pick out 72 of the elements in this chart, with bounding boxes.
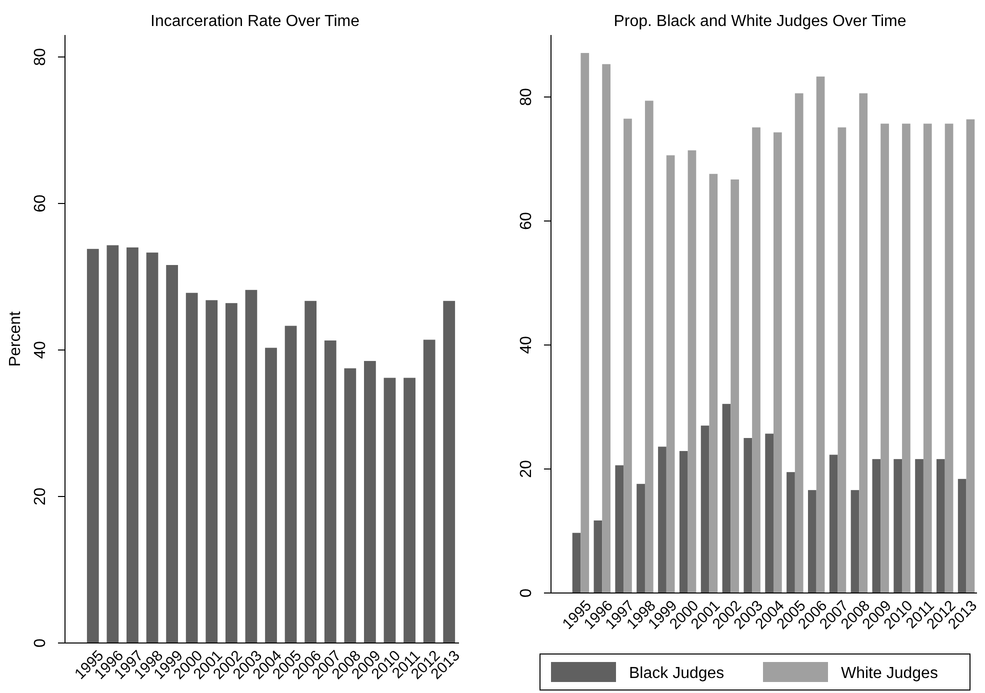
bar [580,52,590,593]
y-tick-label: 80 [518,88,535,106]
bar [206,300,218,643]
bar [966,119,975,593]
bar [838,127,846,593]
bar [594,520,602,593]
bar [324,340,336,643]
bar [923,124,932,593]
bar [86,248,99,643]
bar [146,252,158,643]
y-tick-label: 40 [32,340,49,359]
bar [245,290,258,643]
bar [752,127,760,593]
bar [688,150,696,593]
bar [126,247,138,643]
bar [859,93,868,593]
y-axis-title: Percent [7,310,24,367]
bar [786,472,795,593]
bar [658,446,666,593]
bar [880,124,889,593]
bar [765,434,774,593]
bar [808,490,816,593]
bar [774,132,782,593]
legend-label: Black Judges [629,665,724,682]
y-tick-label: 20 [32,487,49,506]
bar [744,438,752,593]
bar [730,179,740,593]
bar [384,378,396,643]
bar [666,155,675,593]
y-tick-label: 60 [32,194,49,212]
bar [304,300,317,643]
bar [615,465,624,593]
bar [186,292,198,643]
bar [572,532,581,593]
bar [166,265,178,643]
bar [344,368,356,643]
bar [850,490,860,593]
bar [602,64,610,593]
bar [364,360,376,643]
bar [624,118,632,593]
bar [423,340,436,643]
chart-title: Prop. Black and White Judges Over Time [614,13,906,30]
bar [902,124,910,593]
bar [915,459,924,593]
bar [872,459,881,593]
bar [443,300,456,643]
bar [404,378,416,643]
y-tick-label: 80 [32,48,49,66]
y-tick-label: 0 [518,588,535,598]
bar [936,459,945,593]
y-tick-label: 60 [518,212,535,230]
bar [958,478,966,593]
y-tick-label: 0 [32,638,49,648]
bar [636,484,645,593]
bar [722,404,731,593]
bar [265,348,277,643]
bar [225,303,238,643]
bar [794,93,804,593]
bar [284,326,297,643]
bar [816,76,825,593]
bar [894,459,902,593]
chart-title: Incarceration Rate Over Time [150,13,360,30]
bar [644,100,654,593]
bar [944,124,954,593]
bar [709,174,718,593]
bar [679,451,688,593]
y-tick-label: 40 [518,336,535,354]
bar [106,245,119,643]
y-tick-label: 20 [518,460,535,478]
bar [829,454,838,593]
legend-label: White Judges [841,665,938,682]
bar [700,426,710,593]
